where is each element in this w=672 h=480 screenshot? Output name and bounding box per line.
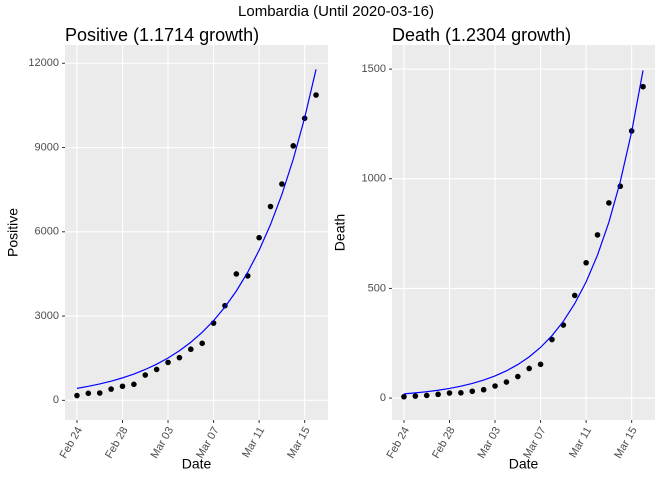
data-point (74, 392, 80, 399)
x-tick-label: Feb 28 (430, 425, 458, 461)
x-tick-label: Mar 15 (612, 425, 640, 461)
data-point (153, 366, 160, 373)
data-point (640, 83, 646, 90)
x-tick-label: Feb 24 (58, 425, 86, 461)
y-tick-label: 6000 (35, 226, 59, 238)
data-point (515, 373, 521, 380)
x-axis-label: Date (182, 456, 212, 472)
y-axis-label: Death (332, 214, 348, 251)
panel-title: Death (1.2304 growth) (392, 25, 571, 45)
data-point (176, 354, 183, 361)
data-point (526, 365, 532, 372)
x-tick-label: Feb 24 (385, 425, 413, 461)
data-point (267, 203, 274, 210)
data-point (492, 383, 498, 389)
data-point (423, 392, 430, 399)
data-point (199, 340, 205, 347)
data-point (96, 390, 103, 396)
data-point (594, 232, 601, 238)
y-tick-label: 3000 (35, 310, 59, 322)
data-point (458, 390, 464, 396)
data-point (446, 390, 453, 396)
data-point (85, 390, 92, 397)
data-point (290, 143, 297, 149)
data-point (131, 381, 137, 388)
data-point (142, 372, 149, 378)
y-tick-label: 12000 (28, 57, 59, 69)
data-point (435, 391, 441, 398)
panel-background (65, 45, 328, 420)
data-point (549, 336, 555, 343)
x-axis-label: Date (509, 456, 539, 472)
data-point (108, 386, 114, 392)
data-point (401, 393, 407, 400)
y-tick-label: 0 (380, 392, 386, 404)
x-tick-label: Mar 11 (567, 425, 594, 460)
x-tick-label: Mar 03 (149, 425, 177, 461)
data-point (233, 271, 240, 277)
x-tick-label: Mar 11 (240, 425, 267, 460)
data-point (503, 379, 510, 385)
panel-title: Positive (1.1714 growth) (65, 25, 259, 45)
x-tick-label: Feb 28 (103, 425, 131, 461)
y-tick-label: 500 (368, 282, 386, 294)
y-axis-label: Positive (5, 208, 21, 257)
fit-line (403, 70, 644, 395)
data-point (119, 383, 126, 390)
data-point (480, 386, 487, 393)
data-point (188, 346, 194, 353)
y-tick-label: 9000 (35, 141, 59, 153)
data-point (537, 361, 544, 368)
y-tick-label: 1000 (362, 173, 386, 185)
x-tick-label: Mar 03 (476, 425, 504, 461)
data-point (469, 388, 476, 395)
fit-line (76, 69, 317, 389)
data-point (583, 259, 589, 266)
data-point (256, 234, 262, 241)
data-point (606, 200, 612, 206)
data-point (279, 181, 285, 187)
data-point (165, 359, 171, 366)
figure-title: Lombardia (Until 2020-03-16) (238, 3, 434, 20)
x-tick-label: Mar 15 (285, 425, 313, 461)
data-point (313, 92, 319, 98)
data-point (412, 393, 419, 399)
y-tick-label: 1500 (362, 63, 386, 75)
panel-background (392, 45, 655, 420)
y-tick-label: 0 (53, 394, 59, 406)
data-point (571, 292, 578, 299)
